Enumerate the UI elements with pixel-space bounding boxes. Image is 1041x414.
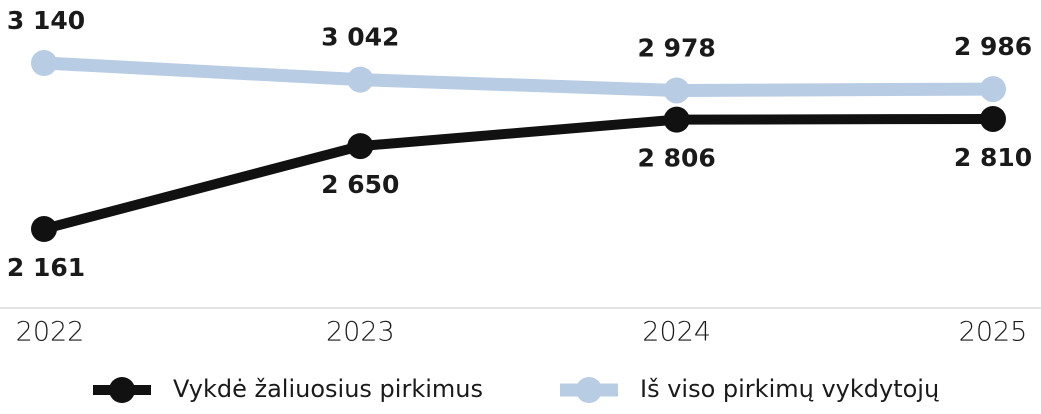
data-label: 2 161 — [7, 253, 85, 282]
data-label: 2 986 — [954, 32, 1032, 61]
data-label: 2 806 — [638, 144, 716, 173]
data-point — [663, 77, 690, 104]
data-point — [980, 76, 1006, 103]
x-tick-label: 2023 — [326, 317, 395, 348]
series-line — [42, 113, 994, 234]
legend-label: Vykdė žaliuosius pirkimus — [173, 375, 483, 403]
data-label: 2 650 — [321, 170, 399, 199]
data-label: 3 042 — [321, 23, 399, 52]
x-tick-label: 2024 — [642, 317, 711, 348]
data-label: 3 140 — [7, 6, 85, 35]
data-point — [31, 50, 57, 76]
legend-label: Iš viso pirkimų vykdytojų — [640, 375, 939, 403]
data-point — [347, 66, 374, 93]
data-label: 2 978 — [638, 33, 716, 62]
data-point — [663, 106, 690, 133]
data-point — [980, 105, 1006, 132]
data-label: 2 810 — [954, 143, 1032, 172]
x-tick-label: 2022 — [16, 317, 85, 348]
data-point — [31, 216, 57, 242]
data-point — [347, 133, 374, 160]
x-tick-label: 2025 — [959, 317, 1028, 348]
series-line — [43, 56, 994, 97]
legend-swatch-dot — [576, 377, 602, 403]
legend-swatch-dot — [109, 377, 135, 403]
